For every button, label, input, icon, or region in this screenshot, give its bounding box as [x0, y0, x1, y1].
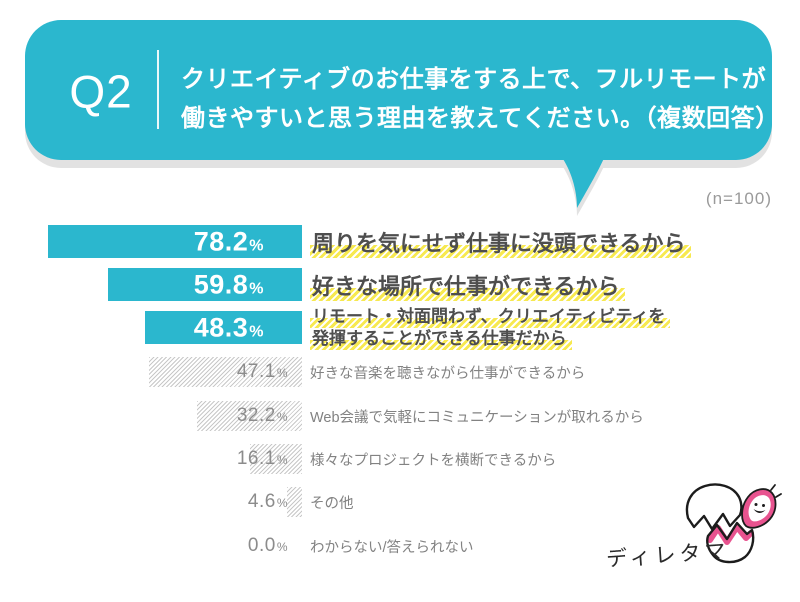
category-label: Web会議で気軽にコミュニケーションが取れるから [310, 409, 644, 426]
category-label: その他 [310, 495, 354, 512]
bar [107, 268, 302, 301]
bar-chart: 78.2% 周りを気にせず仕事に没頭できるから 59.8% 好きな場所で仕事がで… [0, 225, 800, 574]
question-text: クリエイティブのお仕事をする上で、フルリモートが 働きやすいと思う理由を教えてく… [181, 60, 780, 138]
chart-row: 16.1% 様々なプロジェクトを横断できるから [0, 444, 800, 474]
bar [249, 444, 302, 474]
question-number: Q2 [69, 65, 133, 118]
bar [148, 357, 302, 387]
bar [145, 311, 302, 344]
chart-row: 0.0% わからない/答えられない [0, 531, 800, 561]
divider-line [157, 50, 159, 129]
bar-zone: 78.2% [0, 225, 302, 258]
bar-zone: 32.2% [0, 401, 302, 431]
chart-row: 47.1% 好きな音楽を聴きながら仕事ができるから [0, 357, 800, 387]
category-label: 様々なプロジェクトを横断できるから [310, 452, 557, 469]
bar-zone: 16.1% [0, 444, 302, 474]
bar [287, 487, 302, 517]
bar-zone: 4.6% [0, 487, 302, 517]
value-label: 78.2% [193, 226, 264, 256]
question-bubble: Q2 クリエイティブのお仕事をする上で、フルリモートが 働きやすいと思う理由を教… [25, 20, 779, 208]
value-label: 59.8% [193, 269, 264, 299]
chart-row: 48.3% リモート・対面問わず、クリエイティビティを 発揮することができる仕事… [0, 305, 800, 350]
question-line-2: 働きやすいと思う理由を教えてください。（複数回答） [181, 105, 780, 132]
mascot: ディレタマ [600, 462, 800, 602]
chart-row: 32.2% Web会議で気軽にコミュニケーションが取れるから [0, 401, 800, 431]
category-label: わからない/答えられない [310, 539, 474, 556]
value-label: 4.6% [247, 491, 288, 512]
category-label: 好きな場所で仕事ができるから [310, 269, 625, 301]
category-label: リモート・対面問わず、クリエイティビティを 発揮することができる仕事だから [310, 305, 671, 350]
speech-bubble-tail-icon [561, 156, 605, 208]
value-label: 32.2% [236, 405, 288, 426]
chart-row: 78.2% 周りを気にせず仕事に没頭できるから [0, 225, 800, 258]
bar [47, 225, 302, 258]
value-label: 16.1% [236, 448, 288, 469]
value-label: 48.3% [193, 312, 264, 342]
value-label: 0.0% [247, 535, 288, 556]
bar [197, 401, 302, 431]
category-label: 好きな音楽を聴きながら仕事ができるから [310, 365, 586, 382]
cracked-egg-mascot-icon [685, 483, 782, 564]
bar-zone: 47.1% [0, 357, 302, 387]
chart-row: 59.8% 好きな場所で仕事ができるから [0, 268, 800, 301]
bar-zone: 48.3% [0, 311, 302, 344]
question-line-1: クリエイティブのお仕事をする上で、フルリモートが [181, 66, 767, 93]
chart-row: 4.6% その他 [0, 487, 800, 517]
bar-zone: 59.8% [0, 268, 302, 301]
category-label: 周りを気にせず仕事に没頭できるから [310, 226, 691, 258]
bar-zone: 0.0% [0, 531, 302, 561]
value-label: 47.1% [236, 361, 288, 382]
sample-size: (n=100) [705, 189, 772, 208]
